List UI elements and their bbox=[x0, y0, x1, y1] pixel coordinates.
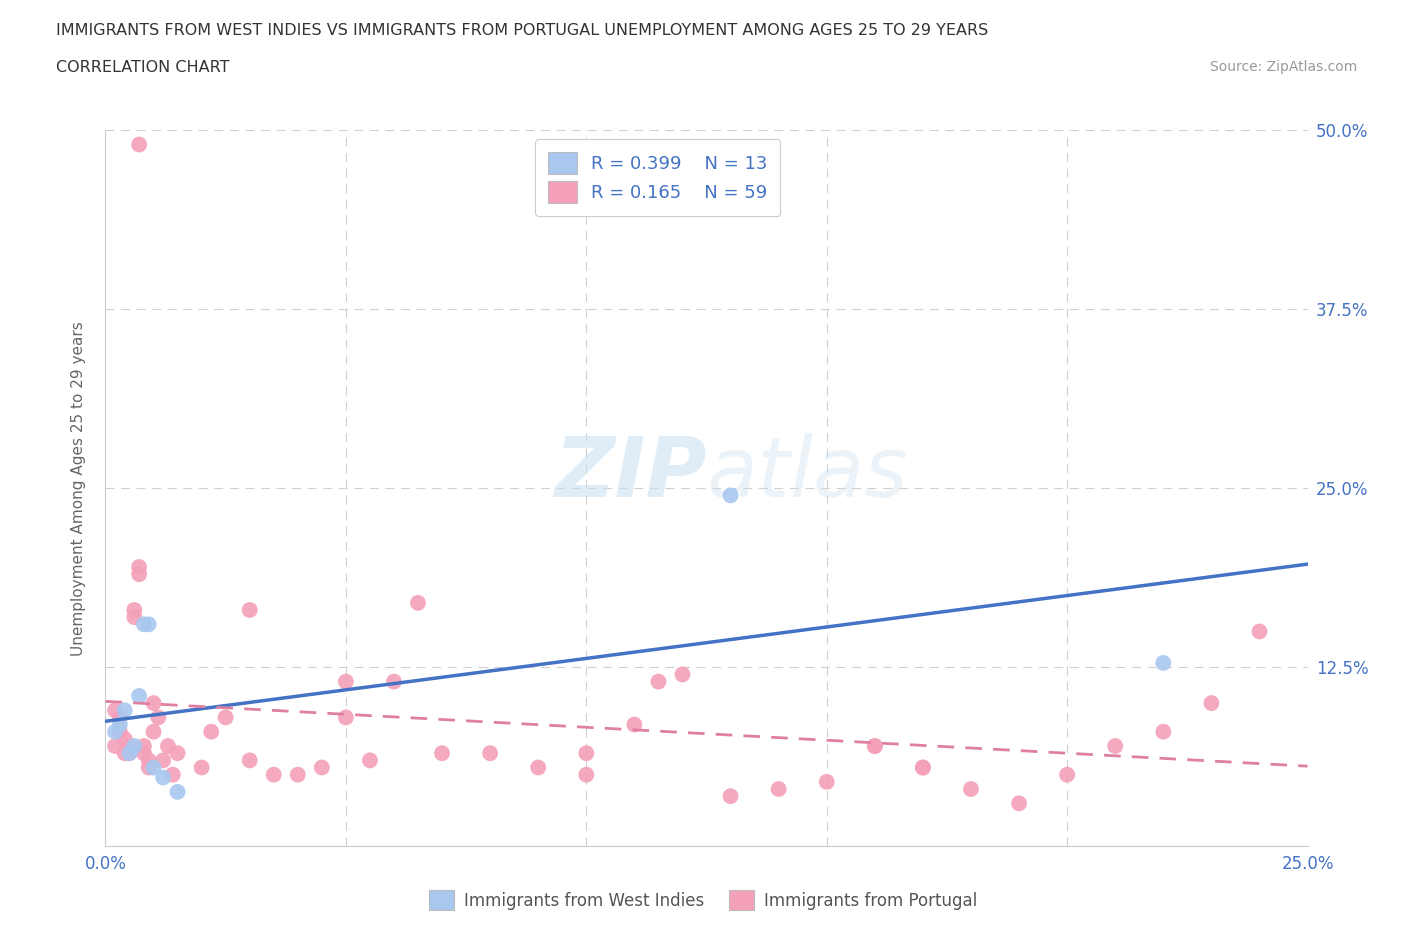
Point bbox=[647, 674, 669, 689]
Point bbox=[142, 760, 165, 775]
Point bbox=[335, 674, 357, 689]
Point bbox=[911, 760, 934, 775]
Point bbox=[430, 746, 453, 761]
Point bbox=[156, 738, 179, 753]
Point bbox=[128, 137, 150, 152]
Point bbox=[335, 710, 357, 724]
Point bbox=[214, 710, 236, 724]
Text: Source: ZipAtlas.com: Source: ZipAtlas.com bbox=[1209, 60, 1357, 74]
Point bbox=[132, 617, 155, 631]
Point bbox=[1008, 796, 1031, 811]
Point bbox=[104, 738, 127, 753]
Point bbox=[671, 667, 693, 682]
Point bbox=[166, 784, 188, 799]
Point bbox=[138, 753, 160, 768]
Point bbox=[1152, 656, 1174, 671]
Point bbox=[190, 760, 212, 775]
Point bbox=[132, 738, 155, 753]
Point bbox=[148, 710, 170, 724]
Text: atlas: atlas bbox=[707, 433, 908, 514]
Point bbox=[162, 767, 184, 782]
Point bbox=[311, 760, 333, 775]
Point bbox=[359, 753, 381, 768]
Point bbox=[1152, 724, 1174, 739]
Point bbox=[263, 767, 285, 782]
Point bbox=[863, 738, 886, 753]
Text: ZIP: ZIP bbox=[554, 433, 707, 514]
Point bbox=[575, 746, 598, 761]
Point bbox=[239, 753, 262, 768]
Point bbox=[239, 603, 262, 618]
Point bbox=[108, 724, 131, 739]
Point bbox=[287, 767, 309, 782]
Legend: R = 0.399    N = 13, R = 0.165    N = 59: R = 0.399 N = 13, R = 0.165 N = 59 bbox=[536, 140, 780, 216]
Point bbox=[118, 738, 141, 753]
Point bbox=[118, 746, 141, 761]
Point bbox=[623, 717, 645, 732]
Point bbox=[911, 760, 934, 775]
Point bbox=[128, 560, 150, 575]
Point bbox=[124, 610, 146, 625]
Point bbox=[114, 746, 136, 761]
Point bbox=[166, 746, 188, 761]
Point bbox=[1201, 696, 1223, 711]
Point bbox=[114, 732, 136, 747]
Point bbox=[124, 738, 146, 753]
Point bbox=[152, 770, 174, 785]
Point bbox=[108, 710, 131, 724]
Point bbox=[863, 738, 886, 753]
Point bbox=[128, 566, 150, 581]
Point bbox=[1104, 738, 1126, 753]
Point bbox=[124, 603, 146, 618]
Point bbox=[118, 746, 141, 761]
Legend: Immigrants from West Indies, Immigrants from Portugal: Immigrants from West Indies, Immigrants … bbox=[422, 884, 984, 917]
Point bbox=[527, 760, 550, 775]
Point bbox=[1056, 767, 1078, 782]
Point bbox=[406, 595, 429, 610]
Point bbox=[132, 746, 155, 761]
Point bbox=[575, 767, 598, 782]
Point bbox=[382, 674, 405, 689]
Point bbox=[720, 488, 742, 503]
Point bbox=[720, 789, 742, 804]
Point bbox=[768, 781, 790, 796]
Point bbox=[104, 724, 127, 739]
Point bbox=[479, 746, 502, 761]
Point bbox=[114, 703, 136, 718]
Y-axis label: Unemployment Among Ages 25 to 29 years: Unemployment Among Ages 25 to 29 years bbox=[72, 321, 86, 656]
Point bbox=[152, 753, 174, 768]
Point bbox=[138, 760, 160, 775]
Point bbox=[142, 724, 165, 739]
Point bbox=[815, 775, 838, 790]
Point bbox=[200, 724, 222, 739]
Point bbox=[104, 703, 127, 718]
Point bbox=[960, 781, 983, 796]
Text: CORRELATION CHART: CORRELATION CHART bbox=[56, 60, 229, 75]
Point bbox=[142, 696, 165, 711]
Text: IMMIGRANTS FROM WEST INDIES VS IMMIGRANTS FROM PORTUGAL UNEMPLOYMENT AMONG AGES : IMMIGRANTS FROM WEST INDIES VS IMMIGRANT… bbox=[56, 23, 988, 38]
Point bbox=[138, 617, 160, 631]
Point bbox=[128, 688, 150, 703]
Point bbox=[1249, 624, 1271, 639]
Point bbox=[108, 717, 131, 732]
